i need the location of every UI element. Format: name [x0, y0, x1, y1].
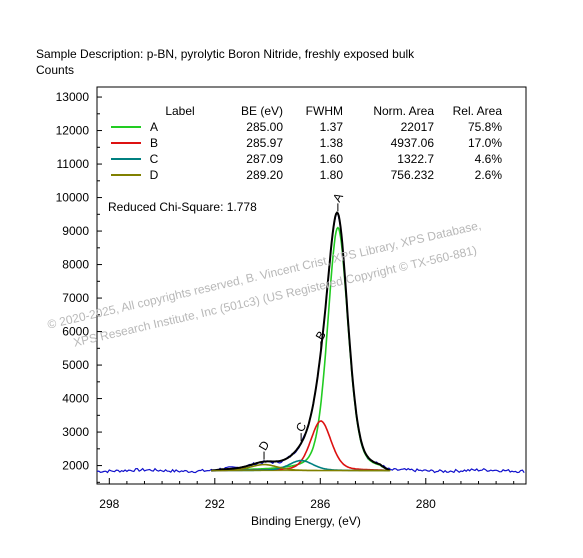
legend-be: 287.09 — [246, 152, 283, 166]
legend-label: B — [150, 136, 158, 150]
peak-label-d: D — [256, 438, 273, 453]
legend-rel: 4.6% — [475, 152, 503, 166]
legend-header: Label — [165, 104, 194, 118]
legend-rel: 75.8% — [468, 120, 502, 134]
legend-rel: 17.0% — [468, 136, 502, 150]
y-tick-label: 6000 — [62, 325, 89, 339]
legend-rel: 2.6% — [475, 168, 503, 182]
y-tick-label: 10000 — [56, 191, 90, 205]
legend-be: 285.97 — [246, 136, 283, 150]
x-axis-label: Binding Energy, (eV) — [251, 514, 361, 528]
legend-header: FWHM — [306, 104, 343, 118]
y-tick-label: 8000 — [62, 258, 89, 272]
x-tick-label: 286 — [310, 497, 330, 511]
legend-area: 756.232 — [391, 168, 435, 182]
y-tick-label: 5000 — [62, 358, 89, 372]
legend-area: 4937.06 — [391, 136, 435, 150]
y-tick-label: 7000 — [62, 291, 89, 305]
plot-frame — [96, 86, 527, 485]
legend-header: BE (eV) — [241, 104, 283, 118]
counts-label: Counts — [36, 63, 75, 77]
y-tick-label: 2000 — [62, 459, 89, 473]
legend-header: Norm. Area — [373, 104, 434, 118]
y-tick-label: 9000 — [62, 224, 89, 238]
legend-label: D — [150, 168, 159, 182]
envelope-line — [211, 211, 391, 472]
legend-be: 285.00 — [246, 120, 283, 134]
y-tick-label: 13000 — [56, 90, 90, 104]
chi-square-label: Reduced Chi-Square: 1.778 — [108, 200, 257, 214]
legend-fwhm: 1.37 — [320, 120, 344, 134]
x-tick-label: 298 — [99, 497, 119, 511]
legend-area: 22017 — [401, 120, 435, 134]
legend-header: Rel. Area — [453, 104, 503, 118]
y-tick-label: 12000 — [56, 124, 90, 138]
legend-label: A — [150, 120, 158, 134]
y-tick-label: 4000 — [62, 392, 89, 406]
sample-description: Sample Description: p-BN, pyrolytic Boro… — [36, 47, 415, 61]
legend-fwhm: 1.60 — [320, 152, 344, 166]
peak-label-a: A — [330, 190, 346, 204]
legend-fwhm: 1.38 — [320, 136, 344, 150]
legend-be: 289.20 — [246, 168, 283, 182]
legend-label: C — [150, 152, 159, 166]
y-tick-label: 3000 — [62, 425, 89, 439]
x-tick-label: 280 — [416, 497, 436, 511]
y-tick-label: 11000 — [57, 157, 90, 171]
x-tick-label: 292 — [205, 497, 225, 511]
legend-area: 1322.7 — [397, 152, 434, 166]
legend-fwhm: 1.80 — [320, 168, 344, 182]
